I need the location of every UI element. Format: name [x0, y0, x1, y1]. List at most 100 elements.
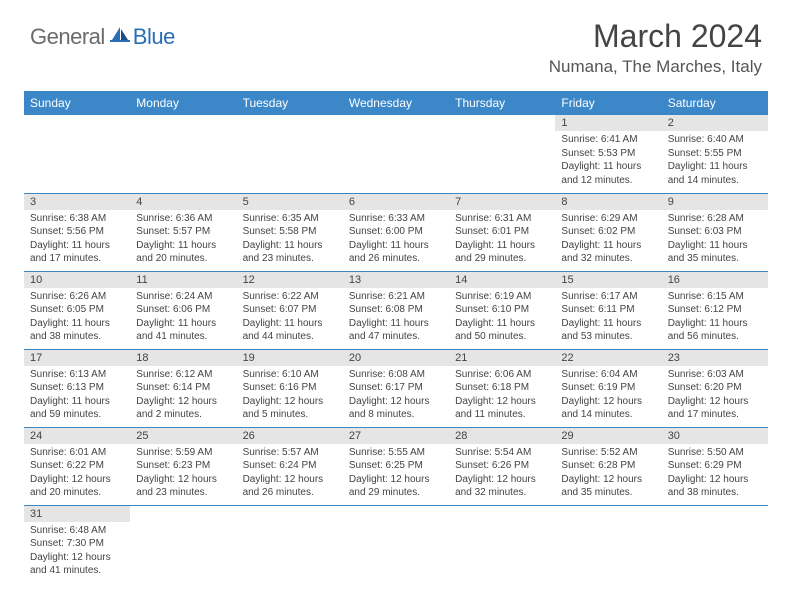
- cell-line: and 32 minutes.: [455, 486, 549, 500]
- cell-line: Daylight: 12 hours: [243, 395, 337, 409]
- cell-line: Sunset: 6:11 PM: [561, 303, 655, 317]
- cell-line: Sunset: 6:00 PM: [349, 225, 443, 239]
- cell-line: Daylight: 11 hours: [561, 317, 655, 331]
- cell-line: Sunset: 6:08 PM: [349, 303, 443, 317]
- cell-line: and 35 minutes.: [668, 252, 762, 266]
- cell-line: Daylight: 12 hours: [455, 473, 549, 487]
- cell-body: Sunrise: 5:50 AMSunset: 6:29 PMDaylight:…: [662, 444, 768, 504]
- calendar-cell: [449, 115, 555, 193]
- cell-line: Sunset: 6:12 PM: [668, 303, 762, 317]
- cell-line: Sunset: 6:29 PM: [668, 459, 762, 473]
- cell-line: Sunset: 6:20 PM: [668, 381, 762, 395]
- cell-body: Sunrise: 6:12 AMSunset: 6:14 PMDaylight:…: [130, 366, 236, 426]
- location: Numana, The Marches, Italy: [549, 57, 762, 77]
- cell-line: Sunrise: 6:03 AM: [668, 368, 762, 382]
- cell-line: Daylight: 11 hours: [668, 239, 762, 253]
- day-number: [130, 506, 236, 522]
- cell-line: Daylight: 11 hours: [668, 317, 762, 331]
- cell-line: and 26 minutes.: [243, 486, 337, 500]
- day-number: 19: [237, 350, 343, 366]
- cell-body: Sunrise: 6:03 AMSunset: 6:20 PMDaylight:…: [662, 366, 768, 426]
- calendar-cell: 22Sunrise: 6:04 AMSunset: 6:19 PMDayligh…: [555, 349, 661, 427]
- day-number: 25: [130, 428, 236, 444]
- cell-line: Sunset: 6:06 PM: [136, 303, 230, 317]
- cell-line: and 20 minutes.: [136, 252, 230, 266]
- day-number: 30: [662, 428, 768, 444]
- cell-line: Daylight: 11 hours: [243, 317, 337, 331]
- cell-line: Sunrise: 6:28 AM: [668, 212, 762, 226]
- cell-line: and 32 minutes.: [561, 252, 655, 266]
- cell-line: Sunset: 6:03 PM: [668, 225, 762, 239]
- cell-line: Sunrise: 6:36 AM: [136, 212, 230, 226]
- day-number: 8: [555, 194, 661, 210]
- cell-body: Sunrise: 6:19 AMSunset: 6:10 PMDaylight:…: [449, 288, 555, 348]
- cell-line: Sunrise: 6:01 AM: [30, 446, 124, 460]
- cell-line: Sunrise: 5:54 AM: [455, 446, 549, 460]
- calendar-cell: [237, 115, 343, 193]
- day-number: [662, 506, 768, 522]
- day-number: [449, 506, 555, 522]
- day-number: 21: [449, 350, 555, 366]
- calendar-row: 17Sunrise: 6:13 AMSunset: 6:13 PMDayligh…: [24, 349, 768, 427]
- day-number: 31: [24, 506, 130, 522]
- cell-body: Sunrise: 5:59 AMSunset: 6:23 PMDaylight:…: [130, 444, 236, 504]
- cell-body: Sunrise: 6:24 AMSunset: 6:06 PMDaylight:…: [130, 288, 236, 348]
- weekday-header: Tuesday: [237, 91, 343, 115]
- day-number: [130, 115, 236, 131]
- calendar-row: 24Sunrise: 6:01 AMSunset: 6:22 PMDayligh…: [24, 427, 768, 505]
- cell-line: and 29 minutes.: [455, 252, 549, 266]
- calendar-cell: [237, 505, 343, 583]
- day-number: 4: [130, 194, 236, 210]
- cell-body: Sunrise: 5:55 AMSunset: 6:25 PMDaylight:…: [343, 444, 449, 504]
- cell-line: and 44 minutes.: [243, 330, 337, 344]
- cell-body: Sunrise: 6:21 AMSunset: 6:08 PMDaylight:…: [343, 288, 449, 348]
- day-number: 16: [662, 272, 768, 288]
- day-number: 1: [555, 115, 661, 131]
- cell-body: Sunrise: 6:38 AMSunset: 5:56 PMDaylight:…: [24, 210, 130, 270]
- day-number: 28: [449, 428, 555, 444]
- calendar-row: 1Sunrise: 6:41 AMSunset: 5:53 PMDaylight…: [24, 115, 768, 193]
- cell-line: and 53 minutes.: [561, 330, 655, 344]
- cell-line: Daylight: 11 hours: [136, 239, 230, 253]
- weekday-header: Monday: [130, 91, 236, 115]
- weekday-header: Friday: [555, 91, 661, 115]
- cell-body: Sunrise: 6:01 AMSunset: 6:22 PMDaylight:…: [24, 444, 130, 504]
- cell-line: and 8 minutes.: [349, 408, 443, 422]
- day-number: 17: [24, 350, 130, 366]
- cell-line: Sunset: 6:05 PM: [30, 303, 124, 317]
- cell-line: Sunrise: 6:35 AM: [243, 212, 337, 226]
- cell-line: and 38 minutes.: [668, 486, 762, 500]
- day-number: 7: [449, 194, 555, 210]
- calendar-cell: [130, 115, 236, 193]
- cell-line: Sunset: 6:01 PM: [455, 225, 549, 239]
- cell-line: Sunset: 6:17 PM: [349, 381, 443, 395]
- calendar-cell: 10Sunrise: 6:26 AMSunset: 6:05 PMDayligh…: [24, 271, 130, 349]
- calendar-cell: 5Sunrise: 6:35 AMSunset: 5:58 PMDaylight…: [237, 193, 343, 271]
- cell-line: Sunset: 6:18 PM: [455, 381, 549, 395]
- cell-body: Sunrise: 6:33 AMSunset: 6:00 PMDaylight:…: [343, 210, 449, 270]
- calendar-cell: 31Sunrise: 6:48 AMSunset: 7:30 PMDayligh…: [24, 505, 130, 583]
- day-number: 24: [24, 428, 130, 444]
- cell-line: and 26 minutes.: [349, 252, 443, 266]
- cell-line: Daylight: 12 hours: [668, 473, 762, 487]
- cell-line: and 56 minutes.: [668, 330, 762, 344]
- day-number: 23: [662, 350, 768, 366]
- cell-line: Daylight: 11 hours: [455, 317, 549, 331]
- cell-line: Sunrise: 6:22 AM: [243, 290, 337, 304]
- calendar-cell: 19Sunrise: 6:10 AMSunset: 6:16 PMDayligh…: [237, 349, 343, 427]
- calendar-cell: 6Sunrise: 6:33 AMSunset: 6:00 PMDaylight…: [343, 193, 449, 271]
- cell-line: and 14 minutes.: [668, 174, 762, 188]
- cell-line: Daylight: 12 hours: [561, 473, 655, 487]
- calendar-cell: 25Sunrise: 5:59 AMSunset: 6:23 PMDayligh…: [130, 427, 236, 505]
- cell-line: and 23 minutes.: [243, 252, 337, 266]
- cell-line: Daylight: 12 hours: [455, 395, 549, 409]
- calendar-cell: 7Sunrise: 6:31 AMSunset: 6:01 PMDaylight…: [449, 193, 555, 271]
- cell-line: Daylight: 11 hours: [668, 160, 762, 174]
- cell-line: Sunrise: 6:21 AM: [349, 290, 443, 304]
- cell-line: Sunrise: 5:50 AM: [668, 446, 762, 460]
- day-number: 22: [555, 350, 661, 366]
- weekday-header: Wednesday: [343, 91, 449, 115]
- cell-line: Sunrise: 6:12 AM: [136, 368, 230, 382]
- cell-line: Sunset: 6:25 PM: [349, 459, 443, 473]
- calendar-cell: 2Sunrise: 6:40 AMSunset: 5:55 PMDaylight…: [662, 115, 768, 193]
